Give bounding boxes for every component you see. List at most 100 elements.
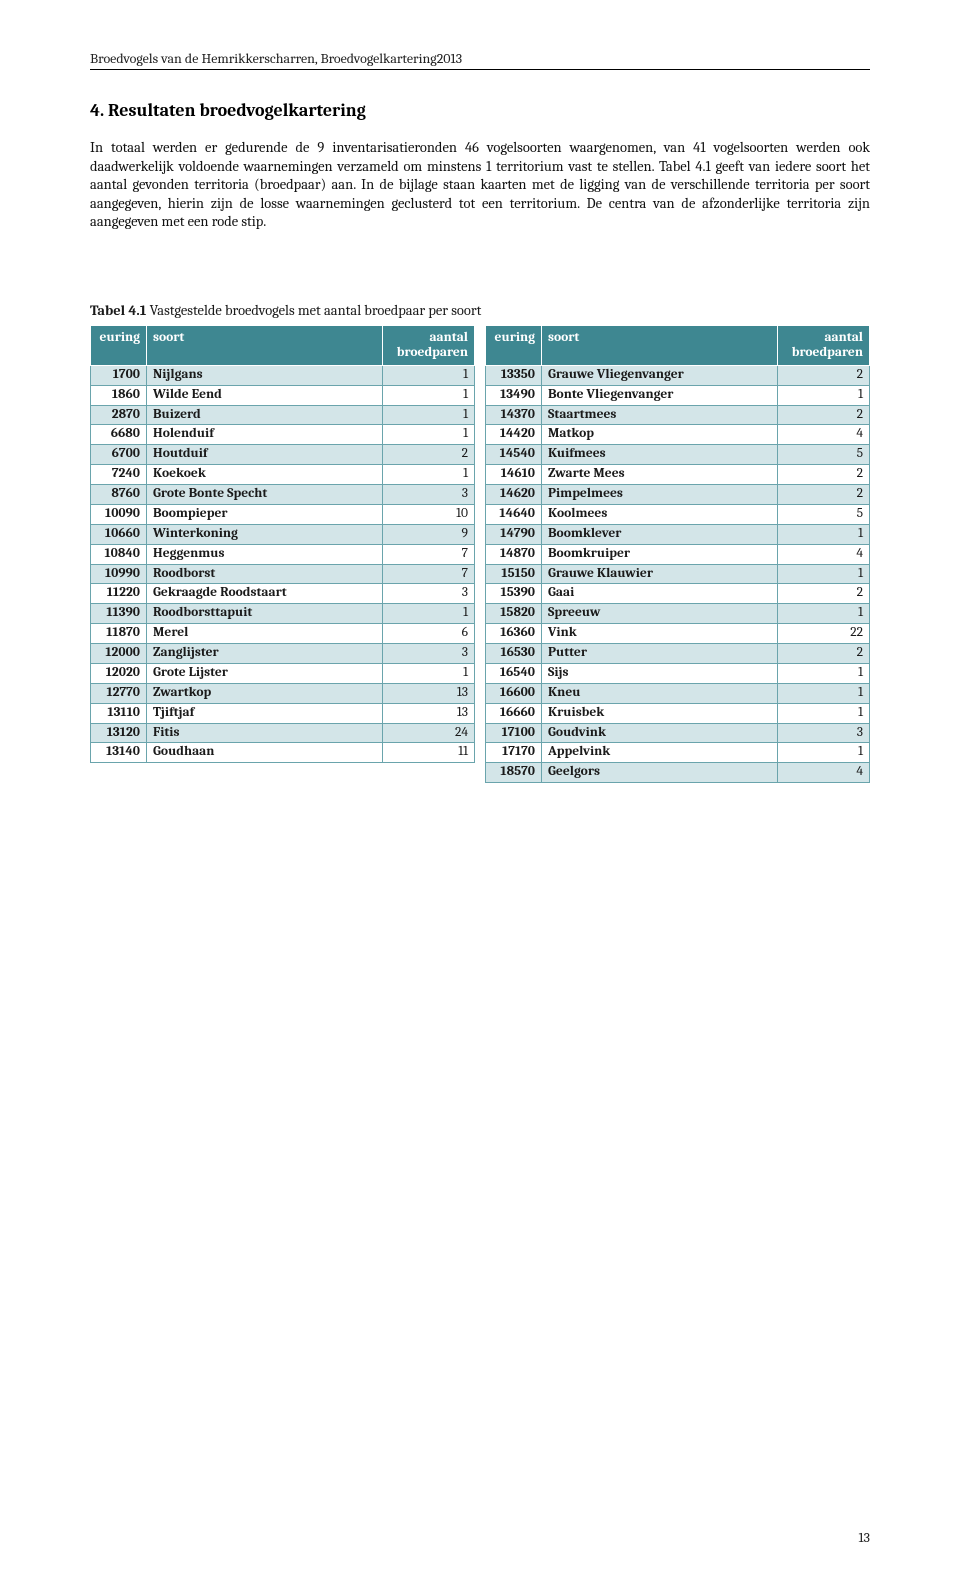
cell-aantal: 1 xyxy=(383,663,475,683)
cell-aantal: 2 xyxy=(778,644,870,664)
cell-euring: 14610 xyxy=(486,465,542,485)
table-row: 11220Gekraagde Roodstaart3 xyxy=(91,584,475,604)
cell-aantal: 1 xyxy=(778,743,870,763)
cell-aantal: 2 xyxy=(778,405,870,425)
cell-soort: Koolmees xyxy=(542,504,778,524)
cell-soort: Spreeuw xyxy=(542,604,778,624)
cell-euring: 14370 xyxy=(486,405,542,425)
table-row: 12770Zwartkop13 xyxy=(91,683,475,703)
table-row: 10990Roodborst7 xyxy=(91,564,475,584)
cell-soort: Gekraagde Roodstaart xyxy=(147,584,383,604)
cell-aantal: 5 xyxy=(778,445,870,465)
cell-soort: Bonte Vliegenvanger xyxy=(542,385,778,405)
cell-soort: Kruisbek xyxy=(542,703,778,723)
cell-soort: Heggenmus xyxy=(147,544,383,564)
cell-aantal: 11 xyxy=(383,743,475,763)
cell-euring: 11390 xyxy=(91,604,147,624)
cell-euring: 11870 xyxy=(91,624,147,644)
cell-euring: 12020 xyxy=(91,663,147,683)
cell-soort: Goudhaan xyxy=(147,743,383,763)
cell-euring: 13140 xyxy=(91,743,147,763)
cell-soort: Zanglijster xyxy=(147,644,383,664)
page-number: 13 xyxy=(858,1529,870,1546)
cell-euring: 13120 xyxy=(91,723,147,743)
cell-aantal: 2 xyxy=(778,465,870,485)
species-table-left: euring soort aantal broedparen 1700Nijlg… xyxy=(90,325,475,764)
section-title: 4. Resultaten broedvogelkartering xyxy=(90,100,870,121)
cell-aantal: 1 xyxy=(383,425,475,445)
cell-euring: 14640 xyxy=(486,504,542,524)
cell-soort: Grote Lijster xyxy=(147,663,383,683)
table-caption: Tabel 4.1 Vastgestelde broedvogels met a… xyxy=(90,302,870,319)
cell-soort: Zwartkop xyxy=(147,683,383,703)
cell-soort: Winterkoning xyxy=(147,524,383,544)
cell-euring: 16530 xyxy=(486,644,542,664)
cell-euring: 12770 xyxy=(91,683,147,703)
cell-aantal: 3 xyxy=(778,723,870,743)
table-row: 6700Houtduif2 xyxy=(91,445,475,465)
cell-euring: 16360 xyxy=(486,624,542,644)
cell-soort: Koekoek xyxy=(147,465,383,485)
tables-container: euring soort aantal broedparen 1700Nijlg… xyxy=(90,325,870,783)
table-row: 11870Merel6 xyxy=(91,624,475,644)
table-row: 17170Appelvink1 xyxy=(486,743,870,763)
cell-soort: Grauwe Klauwier xyxy=(542,564,778,584)
cell-euring: 12000 xyxy=(91,644,147,664)
table-row: 16360Vink22 xyxy=(486,624,870,644)
table-row: 12020Grote Lijster1 xyxy=(91,663,475,683)
table-row: 18570Geelgors4 xyxy=(486,763,870,783)
th-euring: euring xyxy=(486,325,542,365)
cell-aantal: 1 xyxy=(778,385,870,405)
cell-euring: 15820 xyxy=(486,604,542,624)
cell-aantal: 4 xyxy=(778,763,870,783)
cell-soort: Roodborst xyxy=(147,564,383,584)
table-row: 16600Kneu1 xyxy=(486,683,870,703)
cell-soort: Fitis xyxy=(147,723,383,743)
cell-soort: Geelgors xyxy=(542,763,778,783)
table-row: 15390Gaai2 xyxy=(486,584,870,604)
cell-soort: Boompieper xyxy=(147,504,383,524)
cell-soort: Grote Bonte Specht xyxy=(147,485,383,505)
cell-soort: Grauwe Vliegenvanger xyxy=(542,365,778,385)
table-row: 13140Goudhaan11 xyxy=(91,743,475,763)
table-row: 11390Roodborsttapuit1 xyxy=(91,604,475,624)
cell-euring: 10840 xyxy=(91,544,147,564)
cell-aantal: 1 xyxy=(778,683,870,703)
cell-euring: 14540 xyxy=(486,445,542,465)
cell-aantal: 1 xyxy=(383,365,475,385)
cell-aantal: 2 xyxy=(778,584,870,604)
cell-aantal: 1 xyxy=(778,564,870,584)
table-row: 13490Bonte Vliegenvanger1 xyxy=(486,385,870,405)
cell-aantal: 1 xyxy=(383,405,475,425)
cell-soort: Goudvink xyxy=(542,723,778,743)
cell-euring: 17170 xyxy=(486,743,542,763)
cell-aantal: 3 xyxy=(383,644,475,664)
cell-aantal: 24 xyxy=(383,723,475,743)
cell-euring: 10090 xyxy=(91,504,147,524)
cell-euring: 6700 xyxy=(91,445,147,465)
table-row: 7240Koekoek1 xyxy=(91,465,475,485)
cell-euring: 14790 xyxy=(486,524,542,544)
cell-soort: Wilde Eend xyxy=(147,385,383,405)
cell-euring: 1700 xyxy=(91,365,147,385)
cell-euring: 2870 xyxy=(91,405,147,425)
th-soort: soort xyxy=(147,325,383,365)
cell-soort: Buizerd xyxy=(147,405,383,425)
table-row: 14790Boomklever1 xyxy=(486,524,870,544)
cell-euring: 11220 xyxy=(91,584,147,604)
th-aantal: aantal broedparen xyxy=(778,325,870,365)
table-row: 12000Zanglijster3 xyxy=(91,644,475,664)
cell-soort: Appelvink xyxy=(542,743,778,763)
cell-soort: Boomklever xyxy=(542,524,778,544)
cell-aantal: 13 xyxy=(383,683,475,703)
table-row: 1700Nijlgans1 xyxy=(91,365,475,385)
table-row: 14610Zwarte Mees2 xyxy=(486,465,870,485)
cell-aantal: 3 xyxy=(383,584,475,604)
cell-soort: Boomkruiper xyxy=(542,544,778,564)
cell-euring: 10660 xyxy=(91,524,147,544)
cell-aantal: 7 xyxy=(383,544,475,564)
table-row: 14420Matkop4 xyxy=(486,425,870,445)
cell-aantal: 1 xyxy=(383,385,475,405)
cell-aantal: 2 xyxy=(778,485,870,505)
cell-aantal: 5 xyxy=(778,504,870,524)
